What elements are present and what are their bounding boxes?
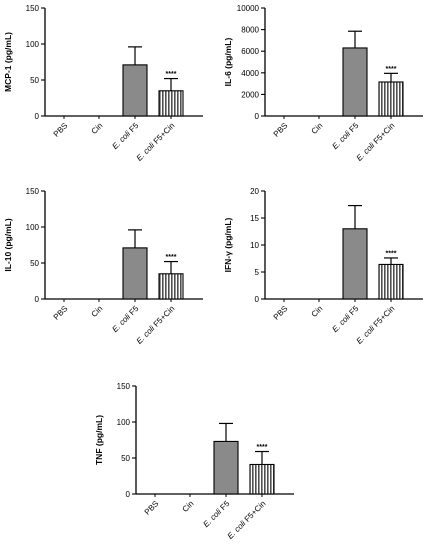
bar-ecoli-f5-cin <box>158 90 184 117</box>
y-tick-label: 150 <box>26 187 40 196</box>
y-tick-label: 100 <box>117 418 131 427</box>
y-axis-title: IL-6 (pg/mL) <box>223 38 233 87</box>
y-tick-label: 6000 <box>241 47 259 56</box>
bar-ecoli-f5 <box>342 47 368 117</box>
bar-ecoli-f5-cin <box>158 273 184 300</box>
y-tick-label: 10000 <box>237 4 260 13</box>
y-tick-label: 50 <box>30 76 39 85</box>
x-category-label: E. coli F5 <box>201 499 231 529</box>
x-category-label: Cin <box>90 304 105 319</box>
y-tick-label: 100 <box>26 40 40 49</box>
y-tick-label: 0 <box>126 490 131 499</box>
y-tick-label: 8000 <box>241 26 259 35</box>
x-category-label: PBS <box>272 304 290 322</box>
y-tick-label: 50 <box>121 454 130 463</box>
bar-ecoli-f5-cin <box>378 263 404 300</box>
x-category-label: E. coli F5 <box>110 304 140 334</box>
significance-marker: **** <box>386 66 397 73</box>
x-category-label: E. coli F5 <box>110 121 140 151</box>
significance-marker: **** <box>257 444 268 451</box>
y-tick-label: 100 <box>26 223 40 232</box>
y-tick-label: 2000 <box>241 90 259 99</box>
y-axis-title: IFN-γ (pg/mL) <box>223 217 233 272</box>
y-tick-label: 0 <box>35 112 40 121</box>
y-tick-label: 0 <box>255 295 260 304</box>
y-tick-label: 15 <box>250 214 259 223</box>
y-tick-label: 150 <box>117 382 131 391</box>
chart-panel-3: 0 50 100 150 IL-10 (pg/mL) PBS Cin E. coli F5 **… <box>3 187 203 346</box>
chart-panel-1: 0 50 100 150 MCP-1 (pg/mL) PBS Cin E. coli F5 **… <box>3 4 203 163</box>
bar-ecoli-f5 <box>342 228 368 300</box>
y-tick-label: 0 <box>255 112 260 121</box>
x-category-label: E. coli F5+Cin <box>355 121 397 163</box>
chart-panel-2: 0 2000 4000 6000 8000 10000 IL-6 (pg/mL) PBS Cin… <box>223 4 423 163</box>
y-tick-label: 0 <box>35 295 40 304</box>
significance-marker: **** <box>166 254 177 261</box>
y-tick-label: 50 <box>30 259 39 268</box>
x-category-label: E. coli F5+Cin <box>226 499 268 541</box>
chart-panel-4: 0 5 10 15 20 IFN-γ (pg/mL) PBS Cin E. coli F5 ***… <box>223 187 423 346</box>
x-category-label: Cin <box>310 304 325 319</box>
y-axis-title: TNF (pg/mL) <box>94 415 104 465</box>
y-tick-label: 4000 <box>241 69 259 78</box>
x-category-label: PBS <box>52 304 70 322</box>
bar-ecoli-f5 <box>122 247 148 300</box>
significance-marker: **** <box>386 250 397 257</box>
bar-ecoli-f5-cin <box>249 463 275 495</box>
y-tick-label: 20 <box>250 187 259 196</box>
x-category-label: PBS <box>143 499 161 517</box>
y-axis-title: IL-10 (pg/mL) <box>3 218 13 272</box>
x-category-label: E. coli F5 <box>330 121 360 151</box>
significance-marker: **** <box>166 71 177 78</box>
y-axis-title: MCP-1 (pg/mL) <box>3 32 13 92</box>
x-category-label: E. coli F5+Cin <box>135 121 177 163</box>
x-category-label: Cin <box>310 121 325 136</box>
x-category-label: Cin <box>90 121 105 136</box>
x-category-label: PBS <box>52 121 70 139</box>
bar-ecoli-f5-cin <box>378 81 404 117</box>
x-category-label: E. coli F5+Cin <box>355 304 397 346</box>
bar-ecoli-f5 <box>213 440 239 495</box>
x-category-label: E. coli F5+Cin <box>135 304 177 346</box>
x-category-label: Cin <box>181 499 196 514</box>
x-category-label: E. coli F5 <box>330 304 360 334</box>
y-tick-label: 10 <box>250 241 259 250</box>
y-tick-label: 5 <box>255 268 260 277</box>
chart-panel-5: 0 50 100 150 TNF (pg/mL) PBS Cin E. coli F5 ****… <box>94 382 294 541</box>
bar-ecoli-f5 <box>122 64 148 117</box>
x-category-label: PBS <box>272 121 290 139</box>
y-tick-label: 150 <box>26 4 40 13</box>
